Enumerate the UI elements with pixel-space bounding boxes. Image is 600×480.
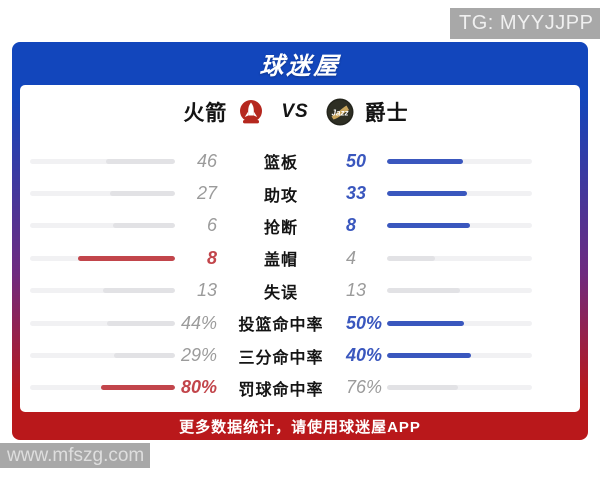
home-stat-bar xyxy=(30,191,175,197)
stat-label: 罚球命中率 xyxy=(238,381,324,399)
home-stat-bar-fill xyxy=(102,288,175,294)
home-stat-bar-fill xyxy=(109,191,175,197)
away-stat-bar xyxy=(387,353,532,359)
footer-promo-text: 更多数据统计，请使用球迷屋APP xyxy=(179,418,421,436)
away-stat-bar-fill xyxy=(387,191,467,197)
home-stat-value: 6 xyxy=(206,215,217,236)
matchup-row: 火箭 VS Jazz 爵士 xyxy=(20,94,576,130)
away-stat-value: 33 xyxy=(346,183,367,204)
away-stat-bar xyxy=(387,158,532,164)
away-team-name: 爵士 xyxy=(364,102,409,125)
home-stat-value: 27 xyxy=(196,183,217,204)
stat-row: 46 篮板 50 xyxy=(20,145,580,177)
stat-label: 篮板 xyxy=(263,155,298,173)
home-stat-value: 80% xyxy=(180,377,217,398)
home-stat-bar xyxy=(30,353,175,359)
home-stat-value: 29% xyxy=(180,345,217,366)
home-stat-bar xyxy=(30,223,175,229)
stat-label: 失误 xyxy=(263,284,298,302)
site-watermark: www.mfszg.com xyxy=(0,443,150,468)
home-stat-bar xyxy=(30,385,175,391)
stat-row: 6 抢断 8 xyxy=(20,210,580,242)
stat-label: 投篮命中率 xyxy=(238,317,324,335)
home-stat-value: 8 xyxy=(206,247,217,268)
away-stat-bar xyxy=(387,320,532,326)
card-header: 球迷屋 xyxy=(12,42,588,85)
away-stat-bar-fill xyxy=(387,223,470,229)
jazz-logo-icon: Jazz xyxy=(326,98,354,126)
telegram-watermark: TG: MYYJJPP xyxy=(450,8,600,39)
away-stat-value: 76% xyxy=(346,377,383,398)
away-stat-bar-fill xyxy=(387,320,465,326)
home-stat-bar-fill xyxy=(100,385,175,391)
stat-label: 三分命中率 xyxy=(238,349,324,367)
stats-card: 球迷屋 火箭 VS Jazz xyxy=(12,42,588,440)
stat-row: 8 盖帽 4 xyxy=(20,242,580,274)
stat-row: 44% 投篮命中率 50% xyxy=(20,307,580,339)
away-stat-bar xyxy=(387,385,532,391)
home-stat-bar-fill xyxy=(112,223,175,229)
away-stat-value: 50% xyxy=(346,312,383,333)
qiumiwu-logo: 球迷屋 xyxy=(258,53,342,80)
away-stat-bar-fill xyxy=(387,353,472,359)
stat-row: 13 失误 13 xyxy=(20,275,580,307)
away-stat-bar xyxy=(387,223,532,229)
home-stat-bar-fill xyxy=(107,320,175,326)
away-stat-bar-fill xyxy=(387,255,436,261)
card-body: 火箭 VS Jazz 爵士 xyxy=(20,85,580,412)
away-stat-bar xyxy=(387,191,532,197)
away-stat-bar-fill xyxy=(387,158,463,164)
away-stat-value: 4 xyxy=(346,247,357,268)
home-stat-bar xyxy=(30,158,175,164)
home-stat-value: 46 xyxy=(196,150,217,171)
stat-row: 27 助攻 33 xyxy=(20,177,580,209)
vs-label: VS xyxy=(281,101,309,122)
home-stat-value: 13 xyxy=(196,280,217,301)
stats-list: 46 篮板 50 27 助攻 33 6 抢断 8 8 盖帽 4 13 失误 13… xyxy=(20,145,580,404)
home-stat-bar xyxy=(30,320,175,326)
away-stat-value: 40% xyxy=(346,345,383,366)
stat-label: 盖帽 xyxy=(263,252,298,270)
home-stat-bar-fill xyxy=(78,255,175,261)
stat-label: 抢断 xyxy=(263,219,298,237)
home-stat-bar-fill xyxy=(114,353,175,359)
stat-label: 助攻 xyxy=(263,187,298,205)
home-team-name: 火箭 xyxy=(183,102,228,125)
away-stat-bar-fill xyxy=(387,385,458,391)
home-stat-bar-fill xyxy=(105,158,175,164)
away-stat-value: 50 xyxy=(346,150,367,171)
stat-row: 29% 三分命中率 40% xyxy=(20,339,580,371)
away-stat-bar-fill xyxy=(387,288,460,294)
home-stat-bar xyxy=(30,288,175,294)
home-stat-value: 44% xyxy=(180,312,217,333)
stat-row: 80% 罚球命中率 76% xyxy=(20,372,580,404)
away-stat-bar xyxy=(387,255,532,261)
svg-text:Jazz: Jazz xyxy=(331,109,348,118)
home-stat-bar xyxy=(30,255,175,261)
away-stat-value: 13 xyxy=(346,280,367,301)
card-footer: 更多数据统计，请使用球迷屋APP xyxy=(12,412,588,440)
away-stat-bar xyxy=(387,288,532,294)
away-stat-value: 8 xyxy=(346,215,357,236)
rockets-logo-icon xyxy=(238,99,264,125)
